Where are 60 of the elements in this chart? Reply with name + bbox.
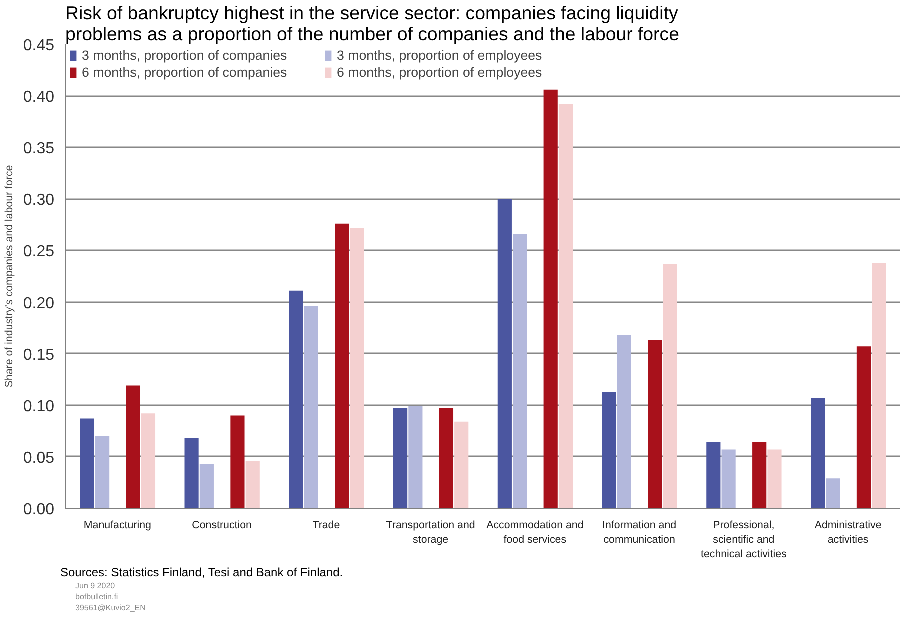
bar (184, 438, 199, 508)
bar (544, 90, 558, 508)
bar (80, 418, 94, 508)
y-tick-label: 0.40 (23, 89, 55, 106)
x-tick-label: Transportation and storage (386, 520, 476, 546)
bar (304, 306, 318, 508)
bar (617, 335, 632, 508)
text: Jun 9 2020 (76, 582, 116, 590)
bar (289, 290, 304, 508)
bar (826, 478, 840, 508)
bar (856, 346, 872, 508)
text: 39561@Kuvio2_EN (76, 604, 146, 612)
legend-label: 3 months, proportion of companies (82, 48, 288, 63)
y-tick-label: 0.30 (23, 192, 55, 210)
bar (350, 228, 364, 508)
bar (246, 461, 260, 508)
y-tick-label: 0.15 (23, 346, 55, 364)
y-tick-label: 0.10 (23, 398, 55, 416)
bar (230, 416, 245, 508)
y-tick-label: 0.00 (23, 502, 55, 518)
y-tick-label: 0.20 (23, 295, 55, 312)
bar (663, 264, 678, 508)
bar (648, 340, 662, 508)
bar (811, 398, 826, 508)
bar (872, 263, 886, 508)
y-tick-label: 0.45 (23, 38, 55, 54)
y-axis-title: Share of industry's companies and labour force (3, 165, 16, 388)
bar (513, 234, 528, 508)
x-tick-label: Construction (192, 520, 252, 532)
text: bofbulletin.fi (76, 592, 118, 602)
bar (126, 386, 140, 508)
legend-label: 6 months, proportion of companies (82, 65, 288, 80)
bar (335, 224, 350, 508)
bar (200, 464, 214, 508)
bar (752, 442, 767, 508)
bar (394, 408, 408, 508)
chart-title: Risk of bankruptcy highest in the service sector: companies facing liquidity problems as a proportion of the number of companies and the labour force (66, 2, 680, 44)
x-tick-label: Accommodation and food services (486, 520, 584, 546)
x-tick-label: Manufacturing (84, 520, 152, 532)
bar (96, 436, 110, 508)
x-tick-label: Trade (312, 520, 340, 532)
x-tick-label: Administrative activities (814, 520, 882, 546)
bar (706, 442, 721, 508)
legend-label: 6 months, proportion of employees (337, 65, 544, 80)
bar (439, 408, 454, 508)
y-tick-label: 0.05 (23, 450, 55, 467)
y-tick-label: 0.35 (23, 140, 55, 158)
bar (602, 392, 616, 508)
x-tick-label: Information and communication (602, 520, 677, 546)
bar (558, 104, 574, 508)
y-tick-label: 0.25 (23, 244, 55, 261)
bar (722, 450, 736, 508)
legend-label: 3 months, proportion of employees (337, 48, 544, 63)
bar (498, 199, 512, 508)
bar (768, 450, 782, 508)
x-tick-label: Professional, scientific and technical activities (701, 520, 787, 560)
source-note: Sources: Statistics Finland, Tesi and Bank of Finland. (60, 566, 344, 580)
bar (454, 422, 469, 508)
bar (141, 414, 156, 508)
bar (408, 406, 423, 508)
